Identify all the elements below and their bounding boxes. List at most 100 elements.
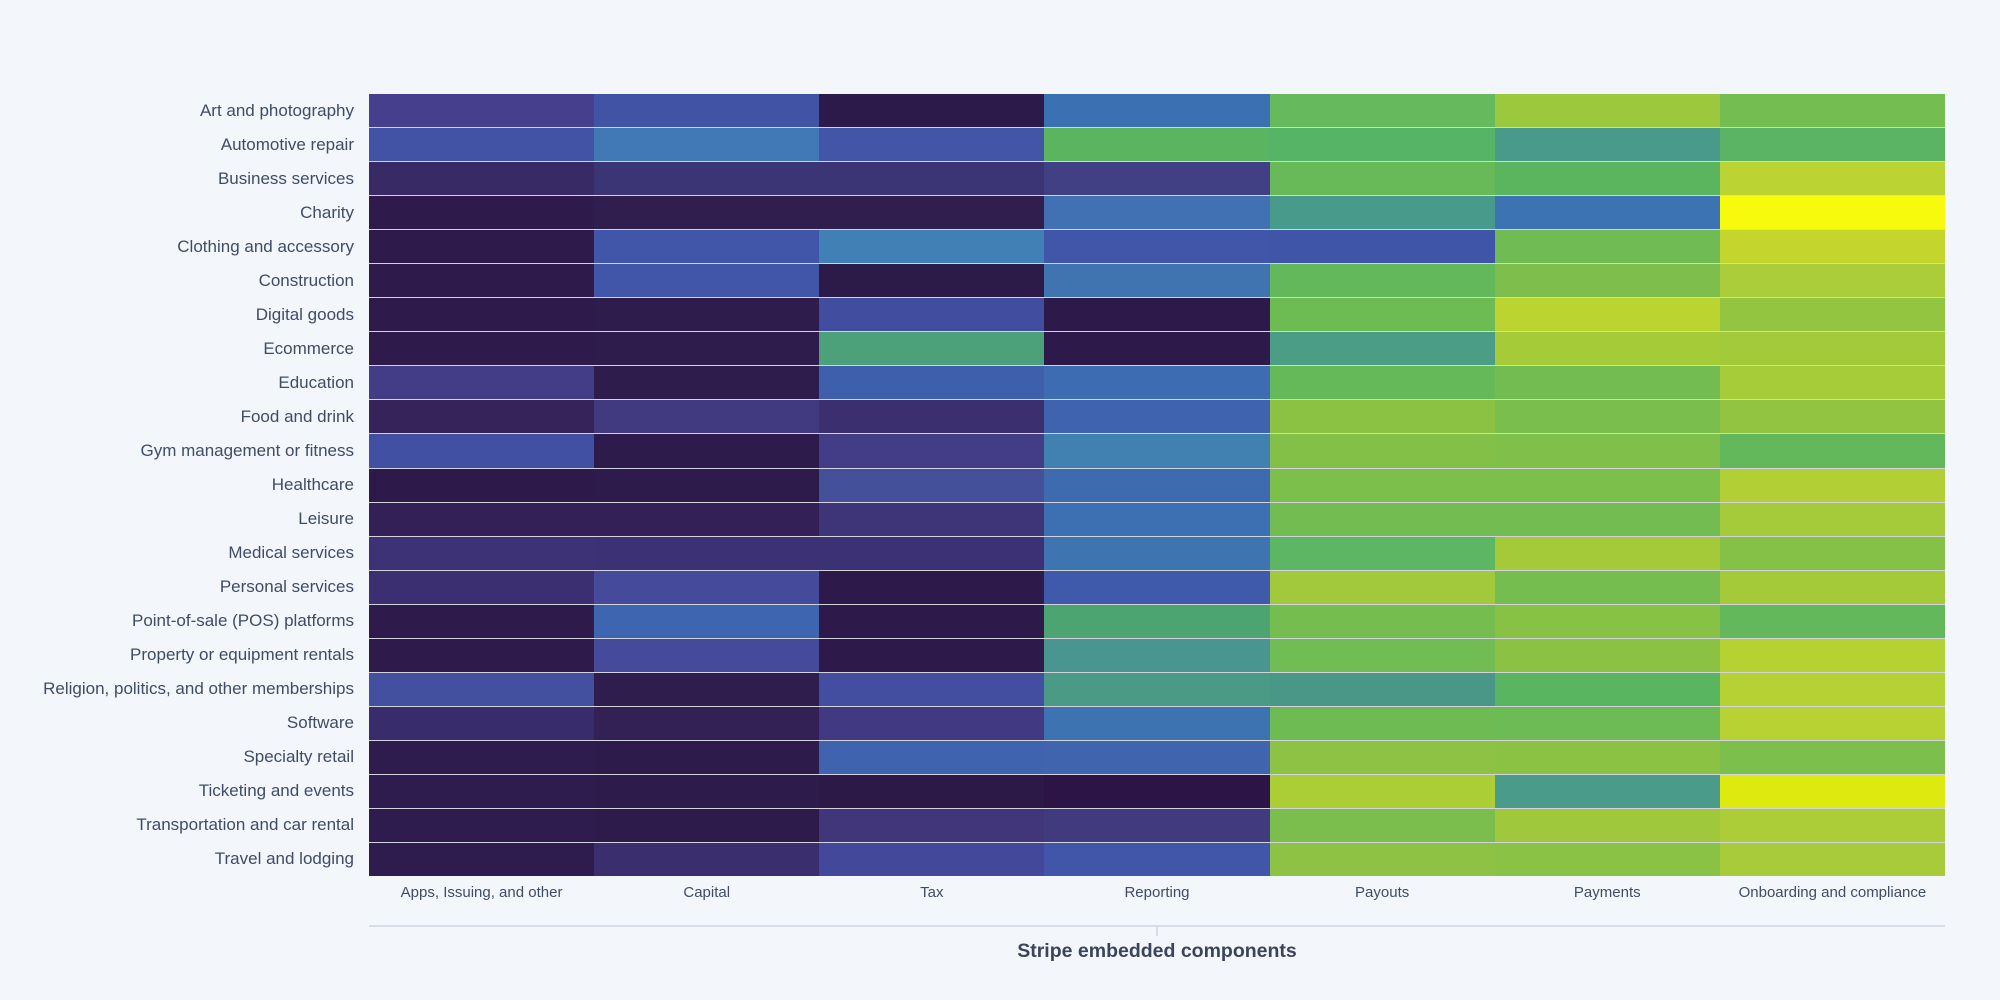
- heatmap-cell[interactable]: [369, 264, 595, 298]
- heatmap-cell[interactable]: [1044, 843, 1270, 877]
- heatmap-cell[interactable]: [1719, 230, 1945, 264]
- heatmap-cell[interactable]: [1719, 400, 1945, 434]
- heatmap-cell[interactable]: [1494, 502, 1720, 536]
- heatmap-cell[interactable]: [594, 230, 820, 264]
- heatmap-cell[interactable]: [1269, 332, 1495, 366]
- heatmap-cell[interactable]: [1719, 843, 1945, 877]
- heatmap-cell[interactable]: [594, 298, 820, 332]
- heatmap-cell[interactable]: [1494, 604, 1720, 638]
- heatmap-cell[interactable]: [1269, 196, 1495, 230]
- heatmap-cell[interactable]: [1494, 196, 1720, 230]
- heatmap-cell[interactable]: [1269, 843, 1495, 877]
- heatmap-cell[interactable]: [1719, 740, 1945, 774]
- heatmap-cell[interactable]: [1719, 366, 1945, 400]
- heatmap-cell[interactable]: [594, 468, 820, 502]
- heatmap-cell[interactable]: [594, 366, 820, 400]
- heatmap-cell[interactable]: [1044, 468, 1270, 502]
- heatmap-cell[interactable]: [1719, 162, 1945, 196]
- heatmap-cell[interactable]: [819, 706, 1045, 740]
- heatmap-cell[interactable]: [369, 536, 595, 570]
- heatmap-cell[interactable]: [369, 94, 595, 128]
- heatmap-cell[interactable]: [1269, 672, 1495, 706]
- heatmap-cell[interactable]: [819, 638, 1045, 672]
- heatmap-cell[interactable]: [1269, 366, 1495, 400]
- heatmap-cell[interactable]: [819, 604, 1045, 638]
- heatmap-cell[interactable]: [1494, 672, 1720, 706]
- heatmap-cell[interactable]: [819, 434, 1045, 468]
- heatmap-cell[interactable]: [1719, 570, 1945, 604]
- heatmap-cell[interactable]: [1044, 128, 1270, 162]
- heatmap-cell[interactable]: [594, 434, 820, 468]
- heatmap-cell[interactable]: [1044, 434, 1270, 468]
- heatmap-cell[interactable]: [1494, 808, 1720, 843]
- heatmap-cell[interactable]: [1269, 162, 1495, 196]
- heatmap-cell[interactable]: [1719, 672, 1945, 706]
- heatmap-cell[interactable]: [1719, 638, 1945, 672]
- heatmap-cell[interactable]: [369, 570, 595, 604]
- heatmap-cell[interactable]: [1044, 672, 1270, 706]
- heatmap-cell[interactable]: [1719, 128, 1945, 162]
- heatmap-cell[interactable]: [1494, 570, 1720, 604]
- heatmap-cell[interactable]: [594, 94, 820, 128]
- heatmap-cell[interactable]: [1719, 264, 1945, 298]
- heatmap-cell[interactable]: [1044, 94, 1270, 128]
- heatmap-cell[interactable]: [1044, 706, 1270, 740]
- heatmap-cell[interactable]: [594, 536, 820, 570]
- heatmap-cell[interactable]: [594, 264, 820, 298]
- heatmap-cell[interactable]: [369, 400, 595, 434]
- heatmap-cell[interactable]: [594, 638, 820, 672]
- heatmap-cell[interactable]: [819, 672, 1045, 706]
- heatmap-cell[interactable]: [819, 536, 1045, 570]
- heatmap-cell[interactable]: [594, 808, 820, 843]
- heatmap-cell[interactable]: [1269, 400, 1495, 434]
- heatmap-cell[interactable]: [1269, 740, 1495, 774]
- heatmap-cell[interactable]: [1269, 638, 1495, 672]
- heatmap-cell[interactable]: [1044, 604, 1270, 638]
- heatmap-cell[interactable]: [1719, 94, 1945, 128]
- heatmap-cell[interactable]: [594, 128, 820, 162]
- heatmap-cell[interactable]: [819, 570, 1045, 604]
- heatmap-cell[interactable]: [369, 196, 595, 230]
- heatmap-cell[interactable]: [1719, 434, 1945, 468]
- heatmap-cell[interactable]: [1044, 808, 1270, 843]
- heatmap-cell[interactable]: [594, 332, 820, 366]
- heatmap-cell[interactable]: [819, 502, 1045, 536]
- heatmap-cell[interactable]: [819, 298, 1045, 332]
- heatmap-cell[interactable]: [1269, 230, 1495, 264]
- heatmap-cell[interactable]: [1494, 366, 1720, 400]
- heatmap-cell[interactable]: [369, 230, 595, 264]
- heatmap-cell[interactable]: [819, 468, 1045, 502]
- heatmap-cell[interactable]: [369, 740, 595, 774]
- heatmap-cell[interactable]: [369, 366, 595, 400]
- heatmap-cell[interactable]: [594, 604, 820, 638]
- heatmap-cell[interactable]: [819, 332, 1045, 366]
- heatmap-cell[interactable]: [1719, 808, 1945, 843]
- heatmap-cell[interactable]: [1269, 808, 1495, 843]
- heatmap-cell[interactable]: [369, 672, 595, 706]
- heatmap-cell[interactable]: [819, 128, 1045, 162]
- heatmap-cell[interactable]: [1044, 264, 1270, 298]
- heatmap-cell[interactable]: [1044, 502, 1270, 536]
- heatmap-cell[interactable]: [1269, 298, 1495, 332]
- heatmap-cell[interactable]: [819, 94, 1045, 128]
- heatmap-cell[interactable]: [369, 468, 595, 502]
- heatmap-cell[interactable]: [1044, 536, 1270, 570]
- heatmap-cell[interactable]: [594, 400, 820, 434]
- heatmap-cell[interactable]: [369, 808, 595, 843]
- heatmap-cell[interactable]: [1494, 230, 1720, 264]
- heatmap-cell[interactable]: [819, 264, 1045, 298]
- heatmap-cell[interactable]: [1719, 536, 1945, 570]
- heatmap-cell[interactable]: [1044, 774, 1270, 808]
- heatmap-cell[interactable]: [369, 434, 595, 468]
- heatmap-cell[interactable]: [594, 570, 820, 604]
- heatmap-cell[interactable]: [1269, 706, 1495, 740]
- heatmap-cell[interactable]: [594, 740, 820, 774]
- heatmap-cell[interactable]: [1494, 434, 1720, 468]
- heatmap-cell[interactable]: [369, 502, 595, 536]
- heatmap-cell[interactable]: [1044, 570, 1270, 604]
- heatmap-cell[interactable]: [594, 196, 820, 230]
- heatmap-cell[interactable]: [1494, 298, 1720, 332]
- heatmap-cell[interactable]: [1269, 434, 1495, 468]
- heatmap-cell[interactable]: [1719, 706, 1945, 740]
- heatmap-cell[interactable]: [369, 604, 595, 638]
